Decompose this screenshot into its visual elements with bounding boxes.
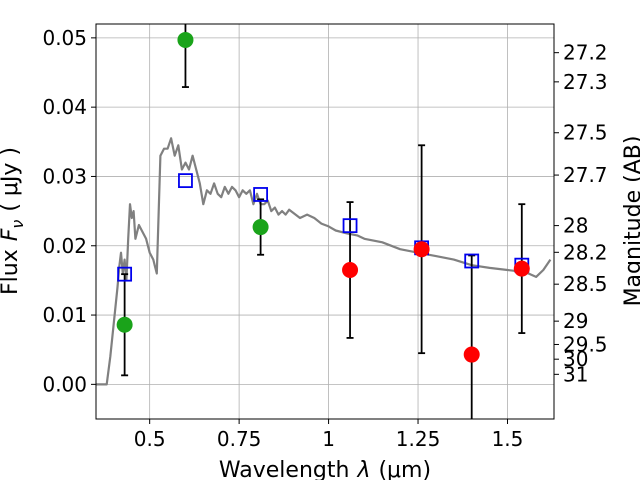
y2-tick-label: 27.7 [563, 163, 608, 187]
upper-limit-point [463, 346, 480, 363]
y-tick-label: 0.03 [42, 164, 87, 188]
y2-tick-label: 29.5 [563, 332, 608, 356]
model-photometry-square [117, 266, 133, 282]
x-axis-label: Wavelength λ (μm) [219, 458, 431, 480]
model-photometry-square [342, 218, 358, 234]
y2-tick-label: 27.2 [563, 41, 608, 65]
grid [96, 24, 554, 419]
x-tick-label: 1.25 [396, 427, 441, 451]
y-axis-label: FluxFν( μJy ) [0, 147, 27, 295]
upper-limit-point [413, 241, 430, 258]
x-tick-label: 0.75 [217, 427, 262, 451]
y-axis-left: 0.00 0.01 0.02 0.03 0.04 0.05 [42, 26, 96, 396]
model-photometry-square [178, 173, 193, 189]
y2-tick-label: 29 [563, 309, 588, 333]
x-axis: 0.5 0.75 1 1.25 1.5 [134, 419, 524, 451]
x-tick-label: 1 [322, 427, 335, 451]
y-tick-label: 0.05 [42, 26, 87, 50]
model-photometry-square [253, 187, 268, 202]
observed-points [116, 31, 530, 363]
upper-limit-point [342, 262, 359, 279]
y-tick-label: 0.04 [42, 95, 87, 119]
detection-point [252, 219, 269, 236]
y-tick-label: 0.01 [42, 303, 87, 327]
y2-tick-label: 27.3 [563, 70, 608, 94]
plot-frame [95, 23, 555, 420]
y2-tick-label: 28.2 [563, 240, 608, 264]
y2-tick-label: 31 [563, 362, 588, 386]
upper-limit-point [513, 260, 530, 277]
x-tick-label: 0.5 [134, 427, 166, 451]
detection-point [177, 31, 194, 48]
y-tick-label: 0.00 [42, 372, 87, 396]
y2-tick-label: 28 [563, 214, 588, 238]
y2-tick-label: 27.5 [563, 121, 608, 145]
y2-axis-label: Magnitude (AB) [621, 136, 640, 307]
detection-point [116, 316, 133, 333]
y2-tick-label: 30 [563, 347, 588, 371]
y-tick-label: 0.02 [42, 234, 87, 258]
model-spectrum-layer [96, 137, 552, 386]
y2-tick-label: 28.5 [563, 272, 608, 296]
model-photometry-square [464, 253, 480, 269]
model-spectrum-line [96, 137, 552, 386]
x-tick-label: 1.5 [492, 427, 524, 451]
error-bars [121, 24, 526, 419]
